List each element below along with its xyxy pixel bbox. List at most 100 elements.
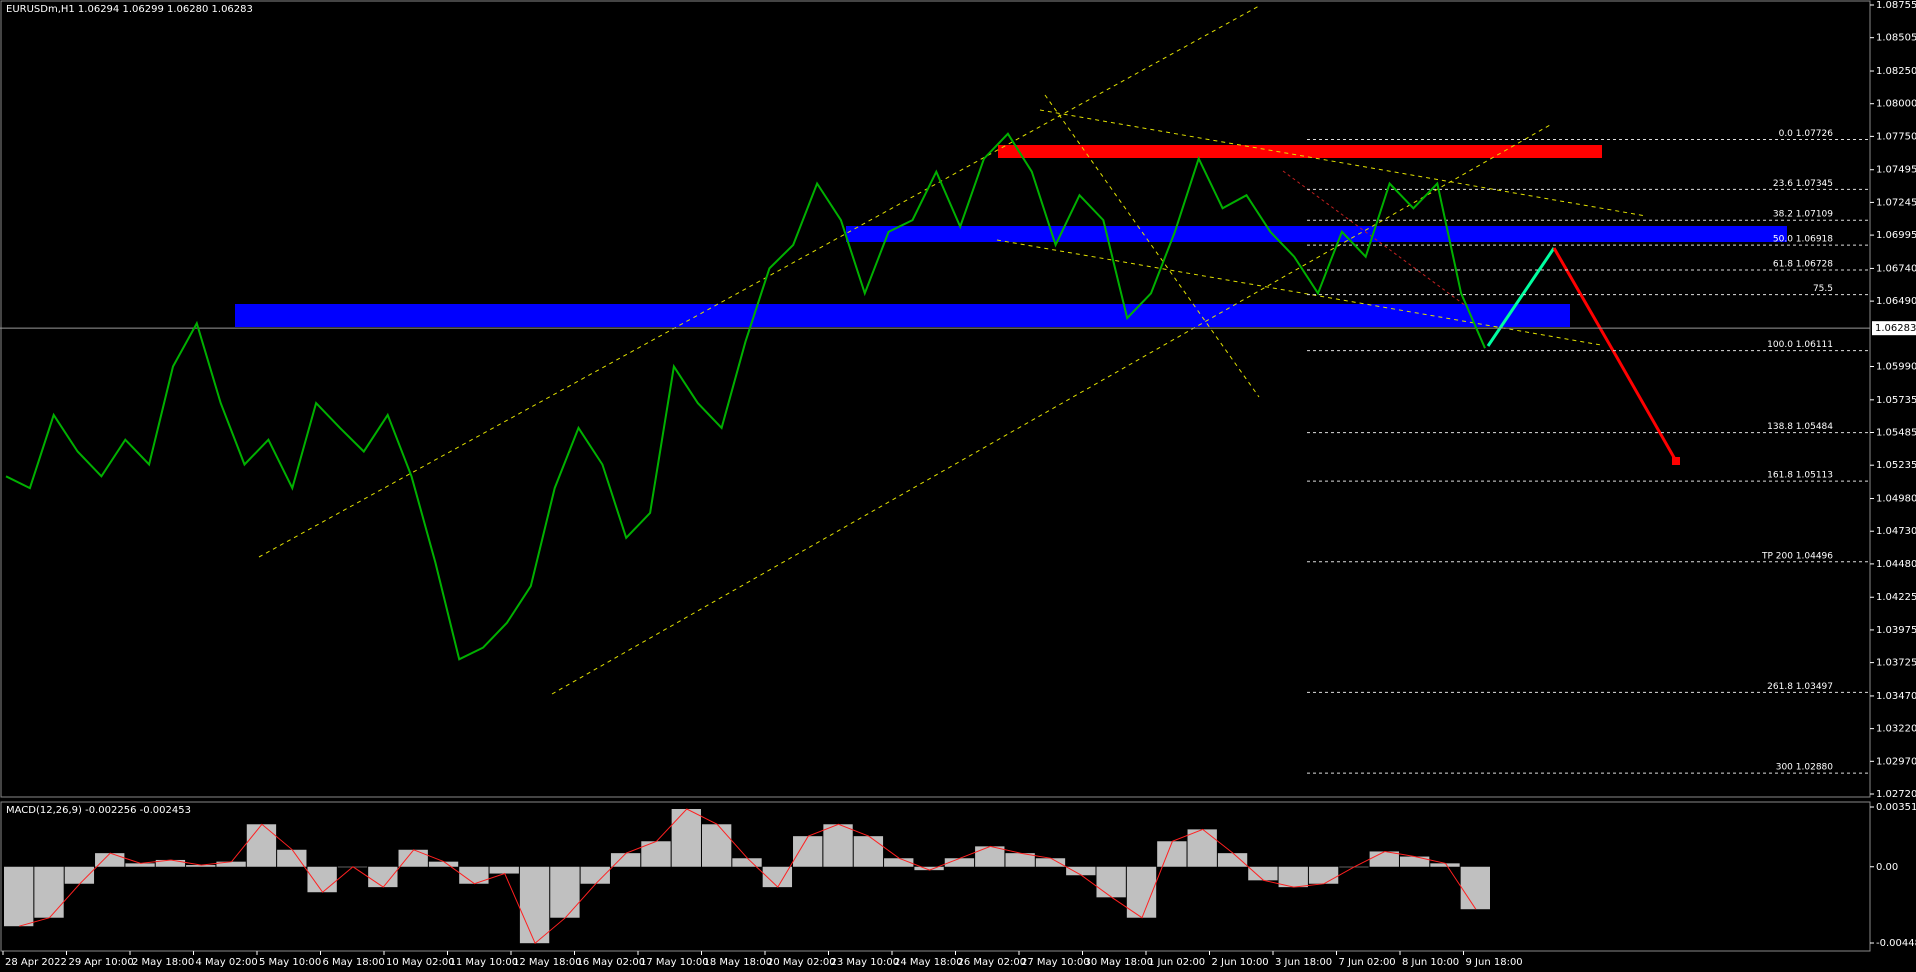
fib-label: 38.2 1.07109 (1773, 210, 1833, 220)
macd-bar (368, 866, 398, 888)
macd-bar (1066, 866, 1096, 876)
macd-bar (1035, 858, 1066, 867)
price-label: 1.02720 (1876, 789, 1916, 800)
projection-end (1672, 457, 1680, 465)
trend-line (1282, 170, 1467, 307)
macd-bar (64, 866, 95, 884)
fib-label: 261.8 1.03497 (1767, 682, 1833, 692)
time-label: 10 May 02:00 (386, 957, 455, 968)
macd-bar (216, 861, 246, 867)
time-label: 23 May 10:00 (831, 957, 900, 968)
macd-bar (1460, 866, 1490, 910)
time-label: 9 Jun 18:00 (1466, 957, 1523, 968)
macd-panel-frame (0, 801, 1871, 952)
price-label: 1.08250 (1876, 66, 1916, 77)
macd-bar (550, 866, 580, 918)
trend-line (1039, 109, 1647, 217)
macd-bar (732, 858, 762, 867)
macd-bar (1126, 866, 1157, 918)
macd-bar (1187, 829, 1217, 867)
fib-label: 50.0 1.06918 (1773, 235, 1833, 245)
time-label: 3 Jun 18:00 (1275, 957, 1332, 968)
macd-header: MACD(12,26,9) -0.002256 -0.002453 (6, 805, 191, 816)
macd-bar (186, 865, 216, 867)
trend-lines (258, 5, 1647, 695)
macd-bar (459, 866, 489, 884)
price-label: 1.05485 (1876, 428, 1916, 439)
time-label: 1 Jun 02:00 (1148, 957, 1205, 968)
price-label: 1.04225 (1876, 592, 1916, 603)
price-label: 1.08505 (1876, 33, 1916, 44)
macd-axis-label: 0.00 (1876, 862, 1898, 873)
support-zone (235, 304, 1570, 327)
time-label: 20 May 02:00 (767, 957, 836, 968)
time-label: 24 May 18:00 (894, 957, 963, 968)
price-label: 1.08755 (1876, 0, 1916, 11)
price-label: 1.03470 (1876, 691, 1916, 702)
time-label: 8 Jun 10:00 (1402, 957, 1459, 968)
macd-bar (610, 853, 641, 867)
projection-down (1552, 247, 1678, 462)
price-label: 1.02970 (1876, 756, 1916, 767)
trend-line (996, 239, 1602, 346)
macd-bar (914, 866, 944, 871)
price-label: 1.05235 (1876, 460, 1916, 471)
fib-label: 23.6 1.07345 (1773, 179, 1833, 189)
price-label: 1.03975 (1876, 625, 1916, 636)
symbol-header: EURUSDm,H1 1.06294 1.06299 1.06280 1.062… (6, 4, 253, 15)
fib-label: 0.0 1.07726 (1779, 129, 1834, 139)
resistance-zone (998, 145, 1602, 158)
macd-bar (307, 866, 337, 893)
price-line (5, 132, 1486, 661)
macd-axis-label: 0.003517 (1876, 802, 1916, 813)
macd-bar (1096, 866, 1126, 898)
price-label: 1.04730 (1876, 526, 1916, 537)
macd-bar (944, 858, 975, 867)
trend-line (1044, 94, 1260, 398)
fib-label: 161.8 1.05113 (1767, 471, 1833, 481)
price-label: 1.03725 (1876, 658, 1916, 669)
fib-label: TP 200 1.04496 (1761, 551, 1833, 561)
macd-bar (671, 808, 701, 867)
current-price-box (1872, 321, 1916, 336)
time-label: 2 Jun 10:00 (1212, 957, 1269, 968)
fib-label: 138.8 1.05484 (1767, 422, 1833, 432)
macd-bar (34, 866, 64, 918)
macd-bar (1430, 863, 1460, 867)
macd-bar (1217, 853, 1248, 867)
macd-bar (701, 824, 732, 867)
price-label: 1.06995 (1876, 230, 1916, 241)
price-label: 1.06740 (1876, 263, 1916, 274)
price-label: 1.07245 (1876, 197, 1916, 208)
time-label: 5 May 10:00 (259, 957, 321, 968)
macd-bar (125, 863, 155, 867)
support-zone (846, 226, 1787, 242)
macd-bar (823, 824, 853, 867)
time-label: 26 May 02:00 (958, 957, 1027, 968)
price-label: 1.05990 (1876, 361, 1916, 372)
macd-bar (489, 866, 519, 874)
time-label: 27 May 10:00 (1021, 957, 1090, 968)
price-label: 1.05735 (1876, 395, 1916, 406)
macd-bar (155, 859, 186, 867)
time-label: 18 May 18:00 (704, 957, 773, 968)
time-label: 11 May 10:00 (450, 957, 519, 968)
price-label: 1.04480 (1876, 559, 1916, 570)
macd-bar (95, 853, 125, 867)
macd-bar (580, 866, 610, 884)
macd-bar (1248, 866, 1278, 881)
macd-bar (246, 824, 277, 867)
time-label: 4 May 02:00 (196, 957, 258, 968)
time-label: 7 Jun 02:00 (1339, 957, 1396, 968)
macd-bar (1278, 866, 1308, 888)
macd-bar (519, 866, 550, 944)
macd-bar (793, 836, 823, 867)
time-label: 28 Apr 2022 (5, 957, 67, 968)
price-label: 1.08000 (1876, 99, 1916, 110)
macd-bar (1369, 851, 1399, 867)
current-price-label: 1.06283 (1875, 323, 1916, 334)
macd-bar (398, 849, 428, 867)
macd-bar (853, 836, 884, 867)
price-label: 1.07750 (1876, 131, 1916, 142)
